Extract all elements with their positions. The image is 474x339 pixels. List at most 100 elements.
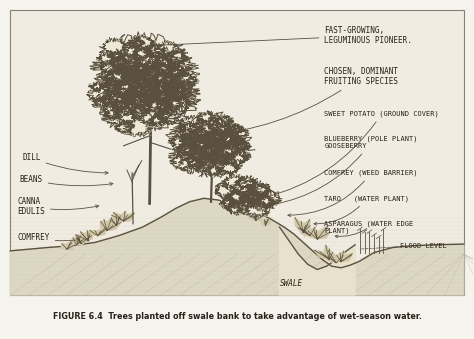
Polygon shape <box>154 40 182 58</box>
Text: ASPARAGUS (WATER EDGE
PLANT): ASPARAGUS (WATER EDGE PLANT) <box>324 220 414 238</box>
Polygon shape <box>110 218 117 225</box>
Polygon shape <box>179 120 206 138</box>
Polygon shape <box>101 100 130 120</box>
Polygon shape <box>110 99 130 113</box>
Polygon shape <box>100 52 200 103</box>
Polygon shape <box>100 91 179 137</box>
Polygon shape <box>228 190 250 205</box>
Polygon shape <box>120 69 144 84</box>
Polygon shape <box>122 215 129 221</box>
Polygon shape <box>247 194 275 212</box>
Polygon shape <box>253 194 275 209</box>
Polygon shape <box>189 128 210 142</box>
Polygon shape <box>151 78 176 94</box>
Polygon shape <box>191 136 221 155</box>
Polygon shape <box>85 235 92 241</box>
Polygon shape <box>312 233 319 239</box>
Polygon shape <box>228 126 249 140</box>
Polygon shape <box>61 244 68 249</box>
Polygon shape <box>224 138 246 153</box>
Polygon shape <box>141 74 201 115</box>
Polygon shape <box>107 93 131 109</box>
Polygon shape <box>66 243 73 249</box>
Polygon shape <box>231 202 238 208</box>
Polygon shape <box>146 97 171 115</box>
Polygon shape <box>175 127 247 167</box>
Polygon shape <box>76 237 82 243</box>
Polygon shape <box>128 106 149 120</box>
Polygon shape <box>301 225 308 232</box>
Text: FAST-GROWING,
LEGUMINOUS PIONEER.: FAST-GROWING, LEGUMINOUS PIONEER. <box>151 26 412 47</box>
Polygon shape <box>123 44 149 61</box>
Polygon shape <box>235 200 246 208</box>
Polygon shape <box>75 235 82 243</box>
Polygon shape <box>107 223 120 231</box>
Polygon shape <box>237 209 244 214</box>
Polygon shape <box>199 146 226 163</box>
Polygon shape <box>150 89 169 103</box>
Polygon shape <box>139 98 168 117</box>
Polygon shape <box>160 77 187 95</box>
Polygon shape <box>107 225 113 231</box>
Polygon shape <box>98 228 105 236</box>
Polygon shape <box>303 232 310 236</box>
Polygon shape <box>248 183 271 198</box>
Polygon shape <box>177 115 204 134</box>
Polygon shape <box>225 190 250 205</box>
Polygon shape <box>235 176 256 190</box>
Polygon shape <box>93 231 100 236</box>
Polygon shape <box>230 202 238 208</box>
Polygon shape <box>131 64 153 79</box>
Polygon shape <box>228 181 280 211</box>
Polygon shape <box>102 81 122 94</box>
Polygon shape <box>171 72 199 90</box>
Polygon shape <box>114 78 143 97</box>
Polygon shape <box>111 221 117 225</box>
Polygon shape <box>227 135 246 148</box>
Polygon shape <box>243 205 250 214</box>
Polygon shape <box>76 241 82 245</box>
Polygon shape <box>128 60 197 104</box>
Polygon shape <box>165 85 189 101</box>
Polygon shape <box>245 181 272 198</box>
Polygon shape <box>337 253 344 262</box>
Polygon shape <box>169 136 228 172</box>
Polygon shape <box>142 76 161 88</box>
Polygon shape <box>116 63 136 76</box>
Polygon shape <box>170 111 243 151</box>
Polygon shape <box>256 216 262 220</box>
Polygon shape <box>123 84 152 103</box>
Polygon shape <box>170 71 194 87</box>
Polygon shape <box>133 62 161 81</box>
Polygon shape <box>109 70 134 86</box>
Polygon shape <box>75 236 82 245</box>
Polygon shape <box>204 165 223 177</box>
Polygon shape <box>195 154 218 170</box>
Polygon shape <box>184 151 210 168</box>
Polygon shape <box>303 220 310 232</box>
Polygon shape <box>298 228 310 236</box>
Polygon shape <box>165 63 190 80</box>
Polygon shape <box>190 134 217 152</box>
Polygon shape <box>263 219 270 225</box>
Polygon shape <box>330 257 336 263</box>
Polygon shape <box>142 67 169 84</box>
Polygon shape <box>177 122 200 138</box>
Polygon shape <box>198 150 222 167</box>
Polygon shape <box>197 111 217 124</box>
Polygon shape <box>229 205 235 208</box>
Polygon shape <box>167 94 191 110</box>
Polygon shape <box>237 210 244 215</box>
Polygon shape <box>151 56 174 72</box>
Polygon shape <box>264 220 271 225</box>
Polygon shape <box>341 255 352 262</box>
Polygon shape <box>127 37 146 50</box>
Polygon shape <box>96 51 118 66</box>
Polygon shape <box>238 190 263 206</box>
Polygon shape <box>76 237 83 243</box>
Polygon shape <box>104 69 129 86</box>
Polygon shape <box>154 108 173 121</box>
Polygon shape <box>124 67 142 79</box>
Polygon shape <box>220 196 239 209</box>
Polygon shape <box>223 150 248 167</box>
